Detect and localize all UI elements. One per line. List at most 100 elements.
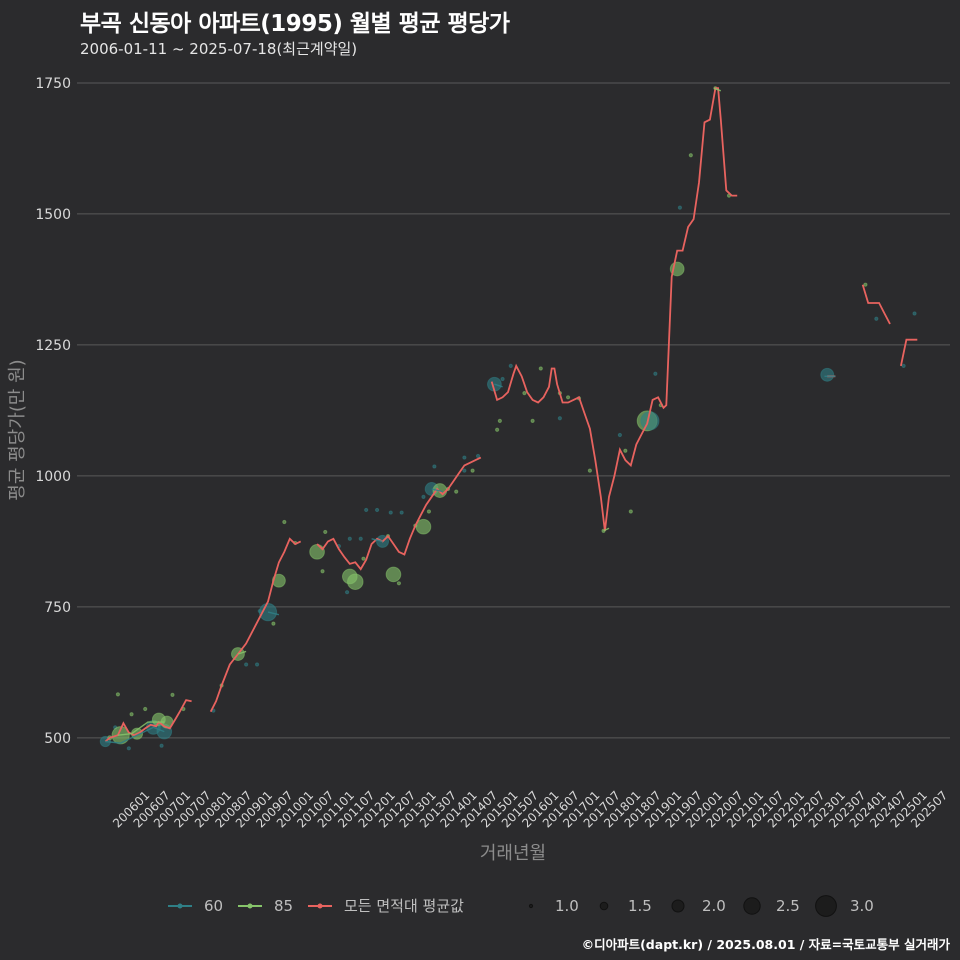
y-axis-title: 평균 평당가(만 원) [7,359,28,500]
data-point-85 [385,566,402,583]
data-point-85 [530,418,535,423]
data-point-85 [623,448,628,453]
series-line-60 [105,726,165,744]
series-line-avg [316,456,482,571]
data-point-60 [244,662,249,667]
y-tick-label: 1000 [35,469,71,485]
data-point-60 [388,510,393,515]
data-point-60 [159,743,164,748]
data-point-85 [271,621,276,626]
data-point-60 [399,510,404,515]
legend-size-circle [599,901,609,911]
data-point-60 [126,746,131,751]
data-point-85 [587,468,592,473]
y-axis-ticks: 500 750 1000 1250 1500 1750 [35,76,71,747]
data-point-85 [143,706,148,712]
series-line-85 [713,87,722,92]
data-point-85 [522,391,527,396]
series-line-85 [117,721,165,736]
data-point-60 [500,376,505,382]
data-point-85 [129,712,134,717]
y-tick-label: 1750 [35,76,71,92]
data-point-85 [361,556,366,561]
data-point-85 [538,366,543,371]
chart-subtitle: 2006-01-11 ~ 2025-07-18(최근계약일) [80,40,358,58]
data-point-60 [557,416,562,421]
y-tick-label: 750 [44,600,71,616]
data-point-85 [863,282,868,287]
data-point-85 [309,544,325,560]
legend-size-label: 1.5 [628,897,652,915]
data-point-85 [115,692,121,697]
legend-size-label: 3.0 [850,897,874,915]
series-line-avg [861,284,891,325]
data-point-60 [462,455,467,460]
grid-lines [77,82,950,739]
data-point-85 [495,427,500,432]
data-point-60 [462,468,467,473]
series-line-60 [494,383,503,388]
data-point-85 [323,529,328,535]
data-point-60 [617,432,622,438]
data-point-60 [820,367,835,382]
data-point-60 [254,662,260,667]
legend-label-avg: 모든 면적대 평균값 [344,897,464,915]
legend-size-circle [671,899,685,913]
legend-size-label: 2.0 [702,897,726,915]
data-point-85 [347,573,364,590]
data-point-60 [653,371,658,376]
data-point-60 [364,507,369,513]
legend-label-60: 60 [204,897,223,915]
data-point-85 [282,519,287,525]
series-line-85 [237,650,247,655]
series-line-60 [431,488,443,493]
legend-size-circle [815,895,837,917]
data-point-60 [912,311,917,316]
data-point-60 [374,507,380,513]
data-point-85 [170,692,175,697]
data-point-85 [426,509,432,514]
y-tick-label: 500 [44,731,71,747]
legend-label-85: 85 [274,897,293,915]
series-line-avg [209,537,302,713]
legend-dot-avg [317,903,323,909]
data-point-60 [421,494,426,499]
series-line-avg [490,87,738,532]
data-point-85 [415,518,432,535]
data-point-60 [475,453,481,459]
legend-size-circle [743,897,761,915]
data-point-85 [454,489,459,494]
data-point-85 [470,468,475,473]
series-line-avg [104,699,192,743]
series-line-avg [900,338,918,367]
series-lines [104,87,918,744]
legend-size-label: 1.0 [555,897,579,915]
legend: 60 85 모든 면적대 평균값 1.0 1.5 2.0 2.5 3.0 [168,895,874,917]
legend-size-label: 2.5 [776,897,800,915]
data-point-85 [497,418,502,423]
data-points [99,86,917,751]
chart-title: 부곡 신동아 아파트(1995) 월별 평균 평당가 [80,11,510,37]
source-credit: ©디아파트(dapt.kr) / 2025.08.01 / 자료=국토교통부 실… [581,937,950,952]
y-tick-label: 1250 [35,338,71,354]
legend-size-circle [528,903,534,909]
data-point-60 [347,536,352,541]
data-point-60 [344,590,350,595]
x-axis-ticks: 2006012006072007012007072008012008072009… [110,788,950,830]
data-point-60 [358,536,363,541]
series-line-60 [371,538,383,543]
legend-dot-60 [177,903,183,909]
series-line-60 [267,611,280,616]
data-point-60 [432,464,437,469]
data-point-60 [508,363,513,368]
series-line-85 [603,527,610,532]
data-point-85 [271,573,286,588]
legend-dot-85 [247,903,253,909]
data-point-60 [874,316,879,321]
data-point-85 [688,153,693,158]
data-point-85 [396,581,402,586]
data-point-85 [565,395,571,400]
data-point-85 [320,569,325,574]
data-point-85 [628,509,633,514]
